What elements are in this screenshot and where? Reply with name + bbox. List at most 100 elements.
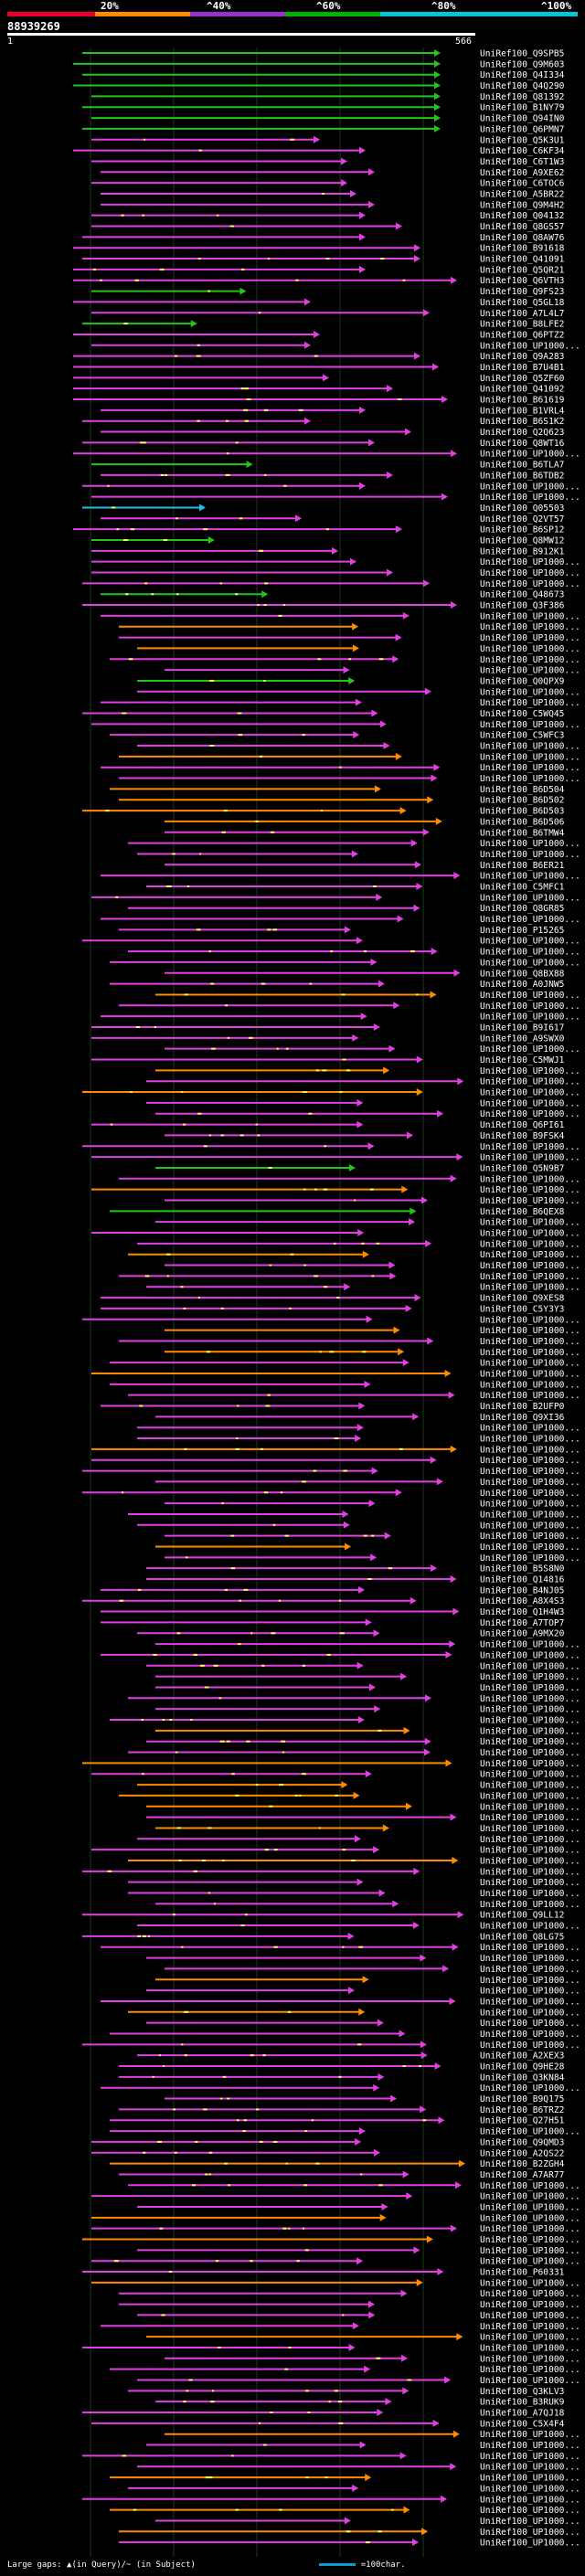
hit-label[interactable]: UniRef100_UP1000... — [480, 1781, 580, 1791]
hit-label[interactable]: UniRef100_UP1000... — [480, 1002, 580, 1012]
hit-label[interactable]: UniRef100_Q0QPX9 — [480, 676, 565, 686]
hit-label[interactable]: UniRef100_UP1000... — [480, 1791, 580, 1801]
hit-label[interactable]: UniRef100_UP1000... — [480, 2235, 580, 2245]
hit-label[interactable]: UniRef100_UP1000... — [480, 1250, 580, 1260]
hit-label[interactable]: UniRef100_P15265 — [480, 926, 564, 936]
hit-label[interactable]: UniRef100_UP1000... — [480, 763, 580, 773]
hit-label[interactable]: UniRef100_UP1000... — [480, 752, 580, 762]
hit-label[interactable]: UniRef100_C5Y3Y3 — [480, 1304, 565, 1314]
hit-label[interactable]: UniRef100_UP1000... — [480, 2289, 580, 2299]
hit-label[interactable]: UniRef100_B6TRZ2 — [480, 2105, 564, 2115]
hit-label[interactable]: UniRef100_B1VRL4 — [480, 406, 565, 416]
hit-label[interactable]: UniRef100_UP1000... — [480, 341, 580, 351]
hit-label[interactable]: UniRef100_A7L4L7 — [480, 309, 565, 319]
hit-label[interactable]: UniRef100_B9Q175 — [480, 2094, 564, 2104]
hit-label[interactable]: UniRef100_UP1000... — [480, 1889, 580, 1899]
hit-label[interactable]: UniRef100_UP1000... — [480, 1326, 580, 1336]
hit-label[interactable]: UniRef100_UP1000... — [480, 1835, 580, 1845]
hit-label[interactable]: UniRef100_UP1000... — [480, 2441, 580, 2451]
hit-label[interactable]: UniRef100_Q1H4W3 — [480, 1607, 565, 1617]
hit-label[interactable]: UniRef100_UP1000... — [480, 872, 580, 882]
hit-label[interactable]: UniRef100_UP1000... — [480, 2528, 580, 2538]
hit-label[interactable]: UniRef100_UP1000... — [480, 937, 580, 947]
hit-label[interactable]: UniRef100_B6D503 — [480, 807, 565, 817]
hit-label[interactable]: UniRef100_UP1000... — [480, 1478, 580, 1488]
hit-label[interactable]: UniRef100_Q8LG75 — [480, 1932, 564, 1942]
hit-label[interactable]: UniRef100_UP1000... — [480, 1272, 580, 1282]
hit-label[interactable]: UniRef100_UP1000... — [480, 1856, 580, 1866]
hit-label[interactable]: UniRef100_UP1000... — [480, 1943, 580, 1953]
hit-label[interactable]: UniRef100_UP1000... — [480, 1077, 580, 1087]
hit-label[interactable]: UniRef100_UP1000... — [480, 948, 580, 958]
hit-label[interactable]: UniRef100_C5MWJ1 — [480, 1055, 565, 1065]
hit-label[interactable]: UniRef100_C5MFC1 — [480, 883, 565, 893]
hit-label[interactable]: UniRef100_A9XE62 — [480, 168, 564, 178]
hit-label[interactable]: UniRef100_UP1000... — [480, 1369, 580, 1379]
hit-label[interactable]: UniRef100_B6D506 — [480, 817, 565, 827]
hit-label[interactable]: UniRef100_B6D504 — [480, 785, 565, 795]
hit-label[interactable]: UniRef100_UP1000... — [480, 1878, 580, 1888]
hit-label[interactable]: UniRef100_C6TOC6 — [480, 179, 565, 189]
hit-label[interactable]: UniRef100_UP1000... — [480, 1098, 580, 1108]
hit-label[interactable]: UniRef100_Q2Q623 — [480, 428, 565, 438]
hit-label[interactable]: UniRef100_Q8AW76 — [480, 233, 565, 243]
hit-label[interactable]: UniRef100_UP1000... — [480, 1239, 580, 1249]
hit-label[interactable]: UniRef100_UP1000... — [480, 482, 580, 492]
hit-label[interactable]: UniRef100_UP1000... — [480, 1954, 580, 1964]
hit-label[interactable]: UniRef100_A9SWX0 — [480, 1034, 565, 1044]
hit-label[interactable]: UniRef100_UP1000... — [480, 1770, 580, 1780]
hit-label[interactable]: UniRef100_Q6PI61 — [480, 1120, 565, 1130]
hit-label[interactable]: UniRef100_Q05503 — [480, 504, 565, 514]
hit-label[interactable]: UniRef100_UP1000... — [480, 2246, 580, 2256]
hit-label[interactable]: UniRef100_C6T1W3 — [480, 157, 565, 167]
hit-label[interactable]: UniRef100_UP1000... — [480, 1109, 580, 1119]
hit-label[interactable]: UniRef100_UP1000... — [480, 1196, 580, 1206]
hit-label[interactable]: UniRef100_UP1000... — [480, 1553, 580, 1564]
hit-label[interactable]: UniRef100_A5BR22 — [480, 189, 564, 199]
hit-label[interactable]: UniRef100_UP1000... — [480, 1380, 580, 1390]
hit-label[interactable]: UniRef100_UP1000... — [480, 1542, 580, 1553]
hit-label[interactable]: UniRef100_Q9LL12 — [480, 1911, 564, 1921]
hit-label[interactable]: UniRef100_A7TOP7 — [480, 1618, 565, 1628]
hit-label[interactable]: UniRef100_UP1000... — [480, 687, 580, 697]
hit-label[interactable]: UniRef100_UP1000... — [480, 1532, 580, 1542]
hit-label[interactable]: UniRef100_UP1000... — [480, 1802, 580, 1812]
hit-label[interactable]: UniRef100_B6TLA7 — [480, 461, 565, 471]
hit-label[interactable]: UniRef100_UP1000... — [480, 1737, 580, 1747]
hit-label[interactable]: UniRef100_C6KF34 — [480, 146, 565, 156]
hit-label[interactable]: UniRef100_Q6VTH3 — [480, 276, 565, 286]
hit-label[interactable]: UniRef100_Q94IN0 — [480, 114, 565, 124]
hit-label[interactable]: UniRef100_UP1000... — [480, 2192, 580, 2202]
hit-label[interactable]: UniRef100_UP1000... — [480, 958, 580, 968]
hit-label[interactable]: UniRef100_UP1000... — [480, 1012, 580, 1023]
hit-label[interactable]: UniRef100_Q4Q290 — [480, 81, 565, 91]
hit-label[interactable]: UniRef100_UP1000... — [480, 2484, 580, 2494]
hit-label[interactable]: UniRef100_B91618 — [480, 244, 565, 254]
hit-label[interactable]: UniRef100_UP1000... — [480, 633, 580, 643]
hit-label[interactable]: UniRef100_Q5ZF60 — [480, 374, 565, 384]
hit-label[interactable]: UniRef100_Q3KN84 — [480, 2072, 565, 2083]
hit-label[interactable]: UniRef100_UP1000... — [480, 1424, 580, 1434]
hit-label[interactable]: UniRef100_Q3KLV3 — [480, 2387, 565, 2397]
hit-label[interactable]: UniRef100_Q04132 — [480, 211, 564, 221]
hit-label[interactable]: UniRef100_B3RUK9 — [480, 2398, 565, 2408]
hit-label[interactable]: UniRef100_UP1000... — [480, 2365, 580, 2375]
hit-label[interactable]: UniRef100_UP1000... — [480, 2311, 580, 2321]
hit-label[interactable]: UniRef100_Q8MW12 — [480, 535, 564, 546]
hit-label[interactable]: UniRef100_UP1000... — [480, 1174, 580, 1184]
hit-label[interactable]: UniRef100_UP1000... — [480, 1359, 580, 1369]
hit-label[interactable]: UniRef100_UP1000... — [480, 2008, 580, 2018]
hit-label[interactable]: UniRef100_B9FSK4 — [480, 1131, 565, 1141]
hit-label[interactable]: UniRef100_UP1000... — [480, 1997, 580, 2007]
hit-label[interactable]: UniRef100_UP1000... — [480, 1391, 580, 1401]
hit-label[interactable]: UniRef100_UP1000... — [480, 1489, 580, 1499]
hit-label[interactable]: UniRef100_A2XEX3 — [480, 2051, 565, 2062]
hit-label[interactable]: UniRef100_Q5K3U1 — [480, 135, 565, 145]
hit-label[interactable]: UniRef100_B6ER21 — [480, 861, 565, 871]
hit-label[interactable]: UniRef100_UP1000... — [480, 557, 580, 567]
hit-label[interactable]: UniRef100_UP1000... — [480, 579, 580, 589]
hit-label[interactable]: UniRef100_A9MX20 — [480, 1629, 565, 1639]
hit-label[interactable]: UniRef100_UP1000... — [480, 1142, 580, 1152]
hit-label[interactable]: UniRef100_Q4I334 — [480, 70, 565, 80]
hit-label[interactable]: UniRef100_UP1000... — [480, 1456, 580, 1466]
